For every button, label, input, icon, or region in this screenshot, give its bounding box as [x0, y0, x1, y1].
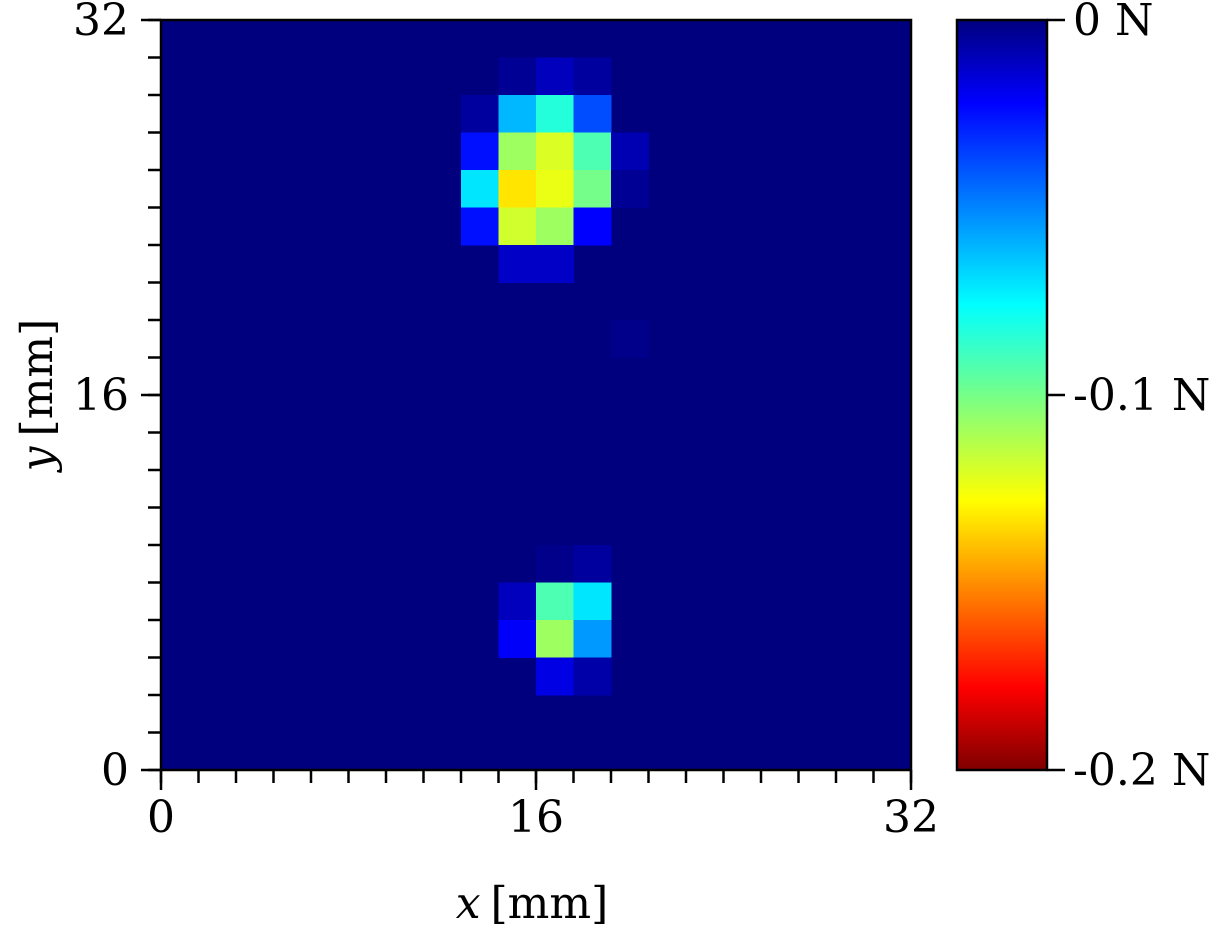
colorbar-gradient: [955, 18, 1049, 772]
heatmap-cell: [573, 207, 612, 246]
heatmap-cell: [573, 582, 612, 621]
heatmap-cell: [536, 95, 574, 133]
heatmap-cell: [536, 170, 574, 208]
y-tick-label: 32: [73, 0, 129, 46]
y-tick-label: 0: [101, 745, 129, 796]
heatmap-cell: [536, 57, 574, 96]
heatmap-cell: [536, 207, 574, 246]
heatmap-cell: [498, 620, 537, 658]
x-axis-ticks: 0 16 32: [147, 770, 939, 843]
heatmap-cell: [573, 545, 612, 583]
heatmap-cell: [573, 170, 612, 208]
colorbar-tick-label: -0.1 N: [1073, 370, 1210, 421]
heatmap-cell: [536, 582, 574, 621]
heatmap-cell: [461, 170, 499, 208]
heatmap-cell: [573, 57, 612, 96]
colorbar: 0 N -0.1 N -0.2 N: [955, 0, 1210, 796]
heatmap-cell: [573, 95, 612, 133]
heatmap-cell: [611, 320, 649, 358]
heatmap-cell: [536, 132, 574, 171]
x-axis-unit: [mm]: [491, 878, 609, 929]
heatmap-cell: [498, 95, 537, 133]
y-axis-ticks: 0 16 32: [73, 0, 161, 796]
heatmap-cell: [611, 132, 649, 171]
heatmap-cell: [573, 620, 612, 658]
x-tick-label: 16: [508, 792, 564, 843]
heatmap-cell: [536, 620, 574, 658]
y-axis-var: y: [12, 445, 63, 473]
heatmap-cell: [498, 207, 537, 246]
x-tick-label: 0: [147, 792, 175, 843]
y-axis-label: y [mm]: [12, 319, 63, 474]
heatmap-cell: [498, 582, 537, 621]
y-axis-unit: [mm]: [12, 319, 63, 437]
heatmap-cell: [498, 245, 537, 283]
heatmap-cell: [461, 95, 499, 133]
heatmap-cell: [461, 132, 499, 171]
heatmap-cell: [536, 245, 574, 283]
heatmap-cell: [536, 657, 574, 696]
heatmap-cell: [461, 207, 499, 246]
heatmap-cell: [573, 132, 612, 171]
heatmap-cell: [611, 170, 649, 208]
heatmap-cell: [498, 170, 537, 208]
y-tick-label: 16: [73, 370, 129, 421]
x-axis-var: x: [456, 878, 481, 929]
colorbar-ticks: 0 N -0.1 N -0.2 N: [1047, 0, 1210, 796]
heatmap-cells: [461, 57, 649, 696]
plot-area: 0 16 32 0 16 32: [73, 0, 939, 843]
heatmap-cell: [536, 545, 574, 583]
colorbar-tick-label: 0 N: [1073, 0, 1153, 46]
heatmap-cell: [498, 132, 537, 171]
x-axis-label: x [mm]: [456, 878, 609, 929]
colorbar-tick-label: -0.2 N: [1073, 745, 1210, 796]
x-tick-label: 32: [883, 792, 939, 843]
heatmap-cell: [498, 57, 537, 96]
heatmap-cell: [573, 657, 612, 696]
